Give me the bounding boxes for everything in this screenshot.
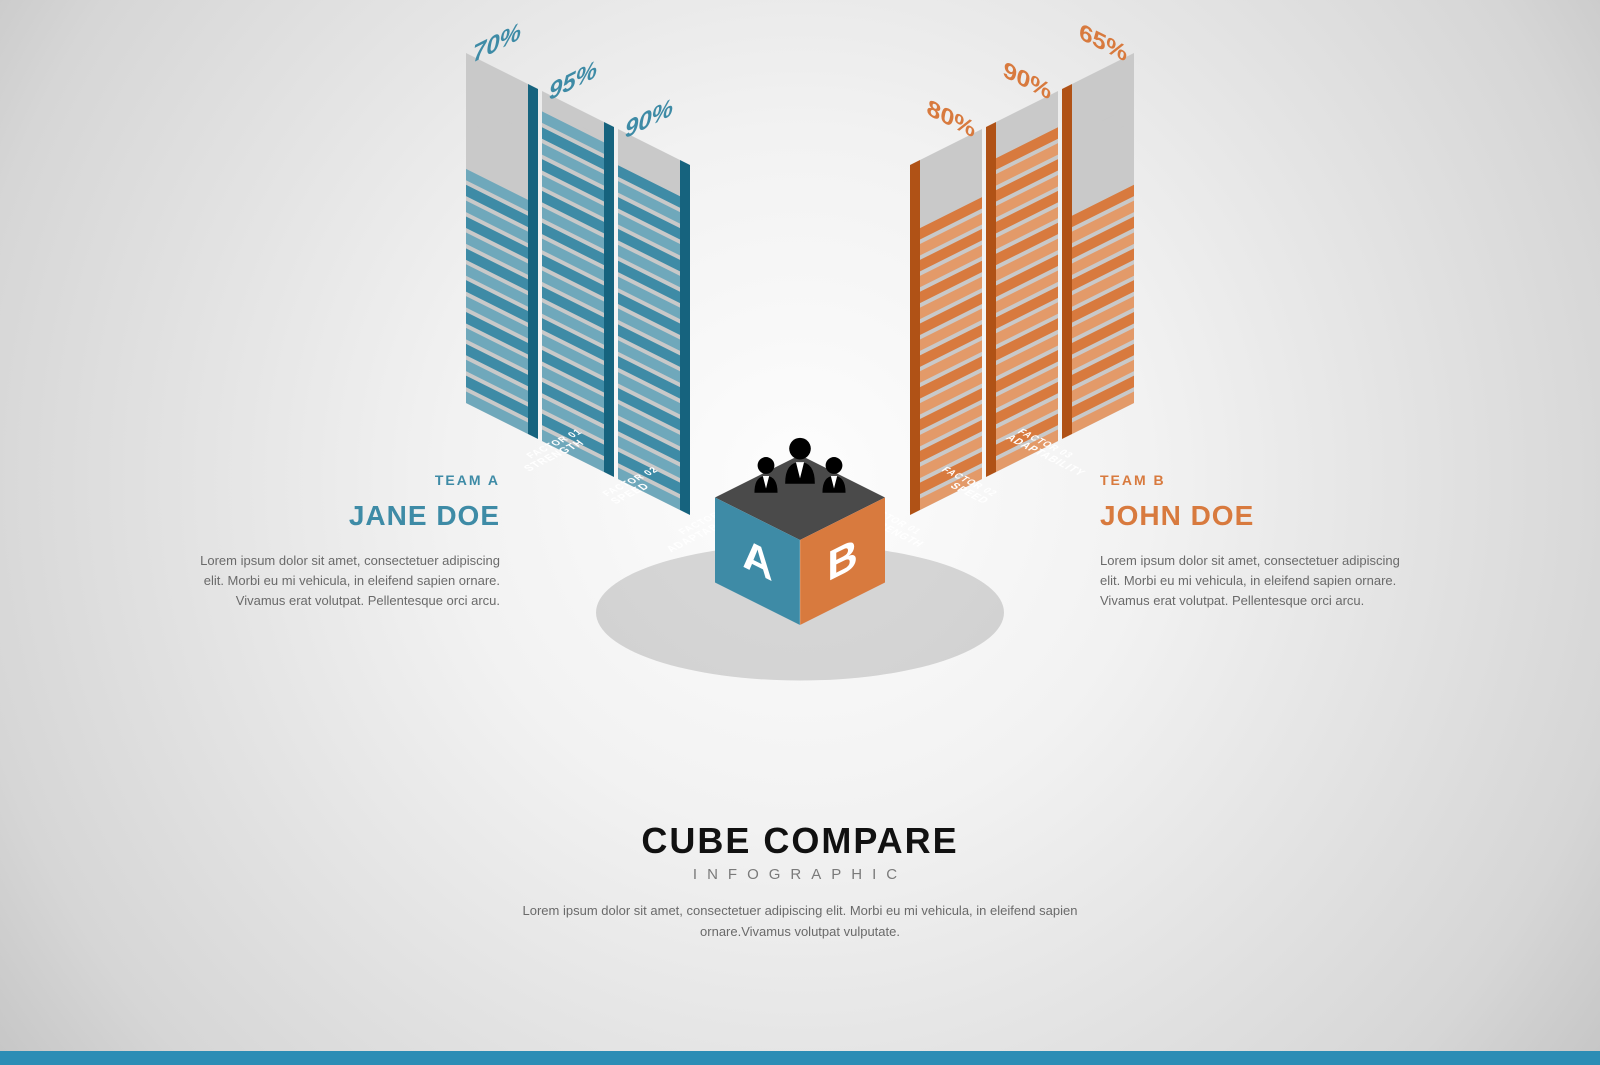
team-a-desc: Lorem ipsum dolor sit amet, consectetuer…	[200, 551, 500, 611]
svg-text:90%: 90%	[1003, 56, 1051, 106]
team-b-name: JOHN DOE	[1100, 494, 1400, 537]
svg-text:65%: 65%	[1079, 18, 1127, 68]
team-b-block: TEAM B JOHN DOE Lorem ipsum dolor sit am…	[1100, 470, 1400, 612]
team-b-label: TEAM B	[1100, 470, 1400, 492]
team-b-desc: Lorem ipsum dolor sit amet, consectetuer…	[1100, 551, 1400, 611]
main-title: CUBE COMPARE	[0, 820, 1600, 862]
main-title-block: CUBE COMPARE INFOGRAPHIC Lorem ipsum dol…	[0, 820, 1600, 943]
team-a-name: JANE DOE	[200, 494, 500, 537]
main-description: Lorem ipsum dolor sit amet, consectetuer…	[480, 901, 1120, 943]
main-subtitle: INFOGRAPHIC	[0, 866, 1600, 883]
svg-text:70%: 70%	[473, 18, 521, 68]
team-a-label: TEAM A	[200, 470, 500, 492]
footer-bar	[0, 1051, 1600, 1065]
svg-text:95%: 95%	[549, 56, 597, 106]
team-a-block: TEAM A JANE DOE Lorem ipsum dolor sit am…	[200, 470, 500, 612]
infographic-stage: 90%FACTOR 03ADAPTABILITY95%FACTOR 02SPEE…	[0, 0, 1600, 1065]
svg-text:80%: 80%	[927, 94, 975, 144]
svg-text:90%: 90%	[625, 94, 673, 144]
